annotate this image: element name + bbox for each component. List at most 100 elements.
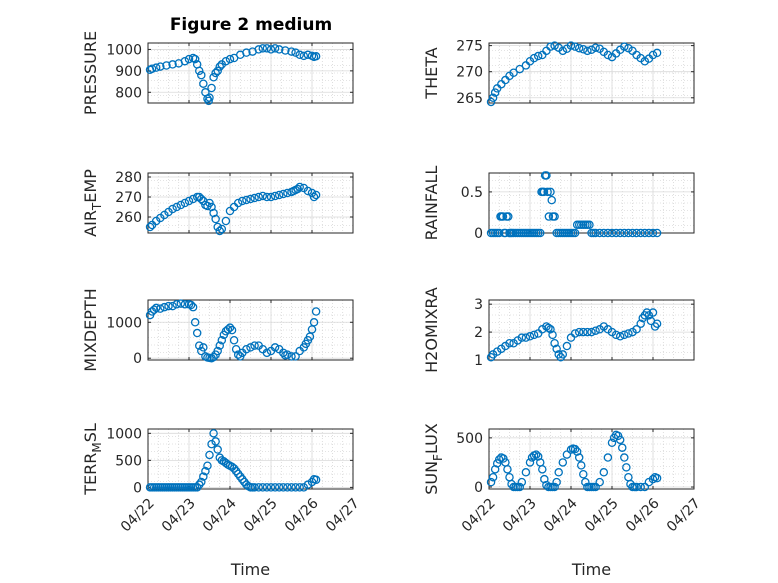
data-point — [515, 64, 525, 74]
data-point — [570, 444, 580, 454]
data-point — [543, 187, 552, 197]
data-point — [291, 483, 300, 492]
data-point — [225, 323, 235, 332]
data-point — [636, 482, 645, 492]
data-point — [238, 196, 247, 206]
data-point — [203, 461, 212, 471]
data-point — [640, 228, 650, 238]
data-point — [503, 465, 512, 474]
data-point — [620, 42, 629, 51]
data-point — [311, 475, 321, 485]
data-point — [180, 56, 190, 66]
data-point — [283, 483, 292, 492]
data-point — [540, 474, 549, 484]
data-point — [648, 474, 658, 484]
data-point — [521, 468, 531, 477]
data-point — [283, 350, 292, 359]
data-point — [498, 212, 508, 221]
data-point — [577, 461, 586, 470]
data-point — [550, 41, 559, 50]
data-point — [197, 70, 206, 80]
data-point — [570, 42, 580, 51]
data-point — [603, 228, 613, 238]
y-tick-label: 280 — [115, 170, 142, 186]
data-point — [599, 468, 609, 477]
data-point — [581, 477, 590, 487]
data-point — [570, 228, 580, 238]
data-point — [262, 44, 272, 53]
axes-box — [488, 428, 695, 490]
data-point — [624, 329, 633, 338]
data-point — [595, 477, 604, 487]
data-point — [542, 171, 551, 180]
data-point — [293, 184, 302, 194]
data-point — [525, 332, 535, 341]
data-point — [652, 319, 662, 328]
data-point — [488, 472, 498, 482]
data-point — [270, 343, 280, 352]
data-point — [266, 45, 276, 54]
data-point — [233, 198, 243, 208]
data-point — [162, 61, 171, 70]
series-points — [145, 429, 321, 492]
data-point — [587, 327, 596, 337]
data-point — [176, 299, 186, 308]
data-point — [172, 300, 181, 309]
data-point — [546, 42, 555, 51]
figure-title: Figure 2 medium — [170, 15, 332, 35]
data-point — [544, 212, 554, 221]
data-point — [636, 228, 645, 238]
subplot-5: 0 1000 MIXDEPTH — [81, 288, 354, 372]
data-point — [636, 319, 645, 328]
data-point — [176, 200, 186, 210]
data-point — [615, 332, 625, 341]
data-point — [223, 325, 233, 334]
data-point — [652, 48, 662, 58]
data-point — [303, 186, 313, 196]
data-point — [258, 44, 268, 53]
data-point — [151, 303, 161, 313]
series-points — [486, 171, 662, 238]
data-point — [544, 323, 553, 333]
data-point — [628, 228, 637, 238]
data-point — [207, 83, 216, 93]
data-point — [579, 45, 588, 54]
y-tick-label: 0 — [133, 351, 142, 367]
data-point — [620, 453, 629, 462]
data-point — [274, 483, 284, 492]
data-point — [652, 473, 662, 483]
data-point — [579, 327, 588, 337]
data-point — [504, 212, 513, 221]
data-point — [517, 333, 527, 342]
data-point — [558, 46, 568, 56]
y-tick-label: 0 — [474, 226, 483, 242]
data-point — [648, 308, 658, 317]
data-point — [607, 438, 617, 448]
y-axis-label: RAINFALL — [422, 166, 441, 241]
data-point — [190, 318, 200, 327]
x-axis-label: Time — [571, 560, 611, 579]
data-point — [266, 192, 276, 202]
y-tick-label: 800 — [115, 85, 142, 101]
data-point — [211, 437, 220, 446]
data-point — [209, 429, 218, 438]
data-point — [274, 45, 284, 54]
data-point — [579, 469, 588, 479]
data-point — [622, 463, 631, 472]
data-point — [546, 325, 555, 334]
data-point — [603, 50, 613, 60]
data-point — [287, 352, 296, 361]
x-axis-label: Time — [230, 560, 270, 579]
data-point — [591, 228, 600, 238]
data-point — [307, 188, 317, 198]
data-point — [160, 302, 169, 312]
data-point — [550, 339, 559, 348]
data-point — [648, 50, 658, 60]
data-point — [225, 54, 235, 64]
data-point — [242, 344, 251, 354]
data-point — [279, 189, 288, 199]
data-point — [607, 228, 617, 238]
y-axis-label: TERRMSL — [81, 423, 104, 496]
data-point — [517, 477, 527, 487]
data-point — [215, 226, 224, 236]
